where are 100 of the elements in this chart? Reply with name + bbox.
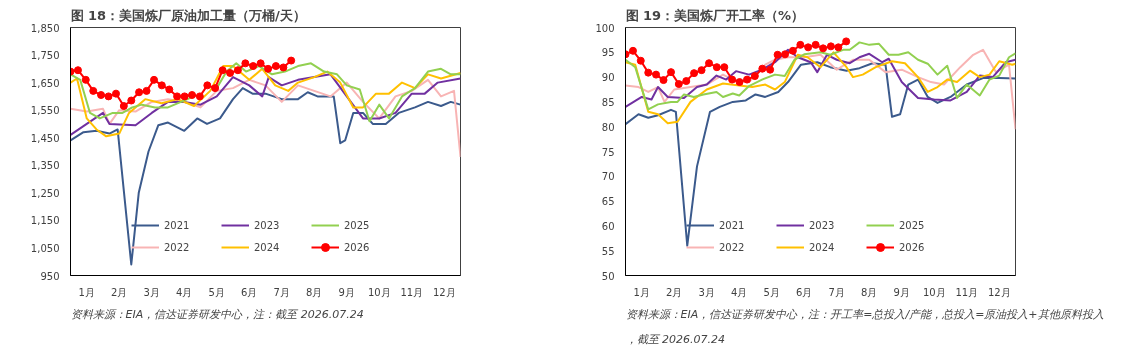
point (127, 96, 136, 105)
point (728, 75, 737, 84)
y-tick-label: 1,850 (30, 22, 60, 34)
legend-label: 2026 (344, 241, 371, 253)
x-tick-label: 4月 (176, 286, 193, 298)
point (636, 56, 645, 65)
point (720, 63, 729, 72)
y-tick-label: 95 (601, 47, 615, 59)
point (743, 75, 752, 84)
point (674, 80, 683, 89)
point (766, 65, 775, 74)
text: 资料来源：EIA，信达证券研发中心，注：截至 2026.07.24 (70, 307, 364, 321)
point (804, 43, 813, 52)
legend-label: 2021 (719, 219, 746, 231)
point (287, 56, 296, 65)
x-tick-label: 1月 (633, 286, 650, 298)
y-tick-label: 90 (601, 72, 615, 84)
point (142, 86, 151, 95)
point (188, 91, 197, 99)
x-tick-label: 4月 (731, 286, 748, 298)
point (758, 64, 767, 73)
y-tick-label: 1,750 (30, 50, 60, 62)
y-tick-label: 1,650 (30, 77, 60, 89)
point (256, 59, 265, 68)
point (195, 92, 204, 101)
x-tick-label: 11月 (400, 286, 424, 298)
y-tick-label: 1,550 (30, 105, 60, 117)
point (659, 76, 668, 85)
x-tick-label: 12月 (432, 286, 456, 298)
point (712, 63, 721, 72)
x-tick-label: 11月 (955, 286, 979, 298)
point (226, 68, 235, 77)
x-tick-label: 8月 (861, 286, 878, 298)
y-tick-label: 1,150 (30, 215, 60, 227)
x-tick-label: 5月 (763, 286, 780, 298)
line-series (70, 87, 461, 266)
x-tick-label: 6月 (796, 286, 813, 298)
point (233, 66, 242, 75)
x-tick-label: 9月 (893, 286, 910, 298)
y-tick-label: 80 (601, 121, 615, 133)
point (97, 91, 106, 99)
point (811, 40, 820, 49)
point (89, 86, 98, 95)
point (241, 59, 250, 68)
point (73, 66, 82, 75)
y-tick-label: 85 (601, 96, 615, 108)
legend-label: 2025 (344, 219, 371, 231)
point (203, 81, 212, 90)
point (112, 89, 120, 98)
legend-label: 2022 (164, 241, 191, 253)
y-tick-label: 100 (595, 22, 615, 34)
x-tick-label: 7月 (828, 286, 845, 298)
point (705, 59, 714, 68)
y-tick-label: 75 (601, 146, 615, 158)
x-tick-label: 3月 (698, 286, 715, 298)
point (697, 66, 706, 75)
y-tick-label: 1,050 (30, 242, 60, 254)
point (271, 62, 280, 71)
point (264, 64, 273, 73)
x-tick-label: 2月 (111, 286, 128, 298)
point (119, 102, 128, 111)
chart-title: 图 19：美国炼厂开工率（%） (625, 7, 805, 23)
point (773, 50, 782, 59)
point (796, 40, 805, 49)
x-tick-label: 2月 (666, 286, 683, 298)
point (81, 75, 90, 84)
point (834, 43, 843, 52)
legend-label: 2022 (719, 241, 746, 253)
point (652, 70, 661, 79)
point (279, 63, 288, 72)
point (180, 92, 189, 101)
legend-label: 2021 (164, 219, 191, 231)
y-tick-label: 55 (601, 245, 615, 257)
point (104, 92, 113, 101)
x-tick-label: 10月 (367, 286, 391, 298)
point (682, 77, 691, 86)
point (211, 84, 220, 93)
legend-label: 2023 (809, 219, 836, 231)
x-tick-label: 9月 (338, 286, 355, 298)
point (644, 68, 653, 77)
x-tick-label: 10月 (922, 286, 946, 298)
point (628, 46, 637, 55)
point (781, 50, 790, 59)
x-tick-label: 3月 (143, 286, 160, 298)
point (788, 46, 797, 55)
point (735, 78, 744, 87)
point (819, 44, 828, 53)
point (173, 92, 182, 101)
point (135, 88, 144, 97)
y-tick-label: 60 (601, 220, 615, 232)
legend-label: 2024 (254, 241, 281, 253)
y-tick-label: 950 (40, 270, 60, 282)
x-tick-label: 12月 (987, 286, 1011, 298)
y-tick-label: 1,250 (30, 187, 60, 199)
point (150, 75, 159, 84)
point (750, 72, 759, 81)
y-tick-label: 1,350 (30, 160, 60, 172)
point (218, 66, 227, 75)
point (842, 37, 851, 46)
legend-label: 2026 (899, 241, 926, 253)
